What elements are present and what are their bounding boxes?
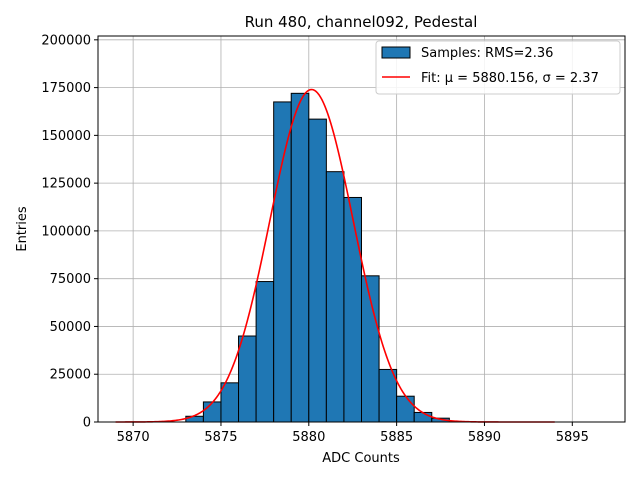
histogram-bar	[255, 281, 275, 423]
histogram-bar	[413, 411, 433, 423]
y-tick-label: 175000	[41, 81, 91, 96]
legend-histogram-label: Samples: RMS=2.36	[421, 46, 553, 61]
histogram-bar	[378, 368, 398, 423]
histogram-bar	[290, 92, 310, 423]
y-axis-ticks: 0 25000 50000 75000 100000 125000 150000 175000…	[41, 33, 98, 431]
x-tick-label: 5895	[556, 430, 589, 445]
legend-fit-sigma: σ = 2.37	[543, 71, 599, 86]
legend-histogram-swatch	[381, 46, 411, 59]
legend: Samples: RMS=2.36 Fit: μ = 5880.156, σ =…	[375, 40, 621, 95]
histogram-bar	[396, 395, 415, 423]
histogram-bar	[308, 118, 327, 423]
x-tick-label: 5875	[204, 430, 237, 445]
histogram-bars	[185, 92, 450, 423]
histogram-bar	[202, 401, 222, 423]
y-tick-label: 50000	[50, 320, 91, 335]
y-tick-label: 125000	[41, 177, 91, 192]
legend-fit-label: Fit: μ = 5880.156, σ = 2.37	[421, 71, 599, 86]
legend-fit-mu: μ = 5880.156	[445, 71, 534, 86]
histogram-bar	[220, 382, 240, 423]
legend-fit-prefix: Fit:	[421, 71, 445, 86]
legend-fit-separator: ,	[534, 71, 542, 86]
y-tick-label: 150000	[41, 129, 91, 144]
y-tick-label: 75000	[50, 272, 91, 287]
chart-title: Run 480, channel092, Pedestal	[245, 13, 478, 31]
y-tick-label: 0	[83, 416, 91, 431]
histogram-bar	[273, 101, 292, 423]
y-axis-label: Entries	[15, 206, 30, 252]
plot-frame	[97, 35, 626, 423]
y-tick-label: 100000	[41, 224, 91, 239]
y-tick-label: 200000	[41, 33, 91, 48]
x-tick-label: 5885	[380, 430, 413, 445]
histogram-bar	[238, 335, 257, 423]
histogram-bar	[325, 171, 345, 423]
x-tick-label: 5890	[468, 430, 501, 445]
x-tick-label: 5870	[117, 430, 150, 445]
x-tick-label: 5880	[292, 430, 325, 445]
histogram-bar	[343, 196, 362, 423]
legend-frame	[375, 40, 621, 95]
x-axis-ticks: 5870 5875 5880 5885 5890 5895	[117, 422, 589, 445]
y-tick-label: 25000	[50, 368, 91, 383]
x-axis-label: ADC Counts	[322, 451, 400, 466]
